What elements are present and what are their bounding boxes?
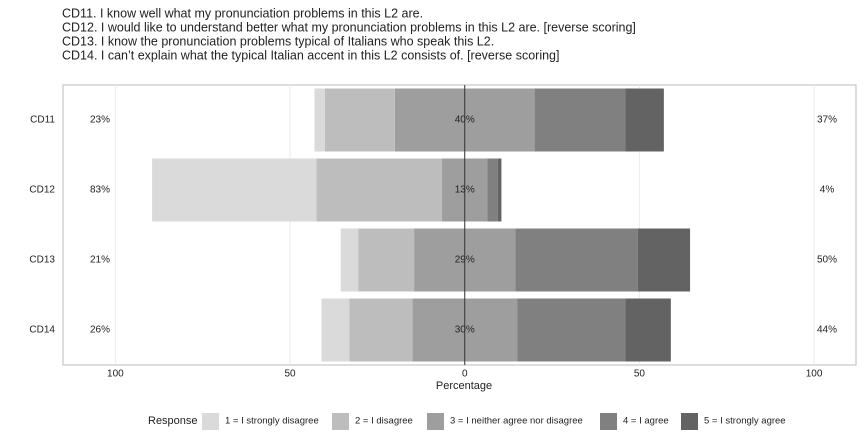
title-line: CD12. I would like to understand better …: [62, 20, 636, 34]
title-line: CD11. I know well what my pronunciation …: [62, 6, 423, 20]
bar-segment: [316, 158, 443, 222]
legend-swatch: [332, 413, 349, 430]
y-tick-label: CD12: [29, 185, 55, 196]
right-total: 4%: [820, 185, 835, 196]
bar-segment: [487, 158, 498, 222]
legend-label: 4 = I agree: [623, 416, 669, 427]
legend-swatch: [600, 413, 617, 430]
y-tick-label: CD13: [29, 255, 55, 266]
right-total: 44%: [817, 325, 837, 336]
bar-segment: [321, 298, 350, 362]
legend-label: 5 = I strongly agree: [704, 416, 786, 427]
legend-swatch: [427, 413, 444, 430]
left-total: 23%: [90, 115, 110, 126]
legend-title: Response: [148, 415, 198, 427]
right-total: 37%: [817, 115, 837, 126]
legend-label: 3 = I neither agree nor disagree: [450, 416, 583, 427]
x-tick-label: 100: [806, 369, 823, 380]
bar-segment: [152, 158, 317, 222]
x-tick-label: 100: [107, 369, 124, 380]
left-total: 21%: [90, 255, 110, 266]
plot-border: [62, 84, 857, 366]
bar-segment: [515, 228, 638, 292]
left-total: 26%: [90, 325, 110, 336]
bar-segment: [358, 228, 415, 292]
right-total: 50%: [817, 255, 837, 266]
bar-segment: [314, 88, 326, 152]
title-line: CD14. I can’t explain what the typical I…: [62, 48, 559, 62]
title-line: CD13. I know the pronunciation problems …: [62, 34, 494, 48]
y-tick-label: CD14: [29, 325, 55, 336]
y-tick-label: CD11: [30, 115, 55, 126]
bar-segment: [349, 298, 413, 362]
x-tick-label: 50: [634, 369, 646, 380]
x-tick-label: 50: [285, 369, 297, 380]
x-axis-label: Percentage: [436, 380, 492, 392]
bar-segment: [625, 88, 664, 152]
left-total: 83%: [90, 185, 110, 196]
bar-segment: [497, 158, 502, 222]
bar-segment: [325, 88, 395, 152]
bar-segment: [637, 228, 691, 292]
legend-label: 1 = I strongly disagree: [225, 416, 319, 427]
bar-segment: [625, 298, 671, 362]
legend-swatch: [202, 413, 219, 430]
legend-label: 2 = I disagree: [355, 416, 413, 427]
bar-segment: [534, 88, 626, 152]
legend-swatch: [681, 413, 698, 430]
bar-segment: [340, 228, 359, 292]
bar-segment: [517, 298, 626, 362]
x-tick-label: 0: [462, 369, 468, 380]
